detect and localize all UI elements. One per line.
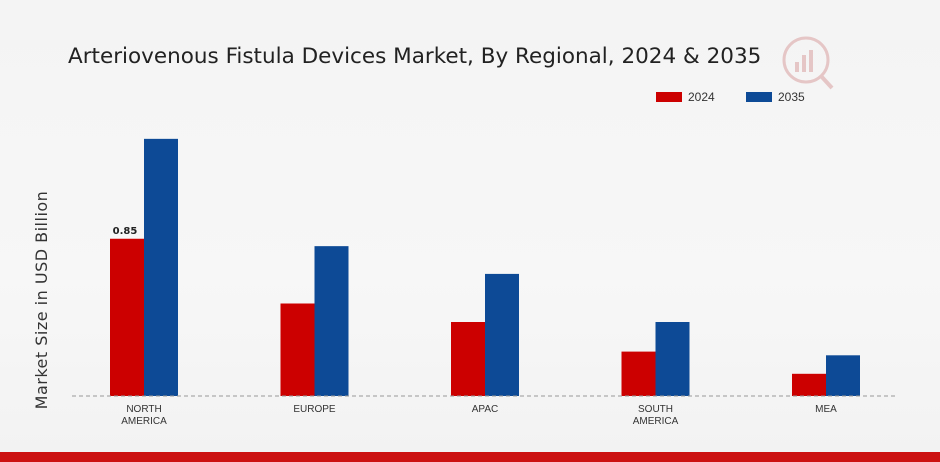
bar-2024-europe bbox=[280, 303, 315, 396]
bar-2024-mea bbox=[792, 373, 826, 396]
bar-2035-south-america bbox=[655, 322, 690, 396]
bar-2024-south-america bbox=[621, 351, 656, 396]
bar-2035-apac bbox=[485, 273, 519, 396]
legend-swatch-2035 bbox=[746, 92, 772, 102]
x-tick-label: APAC bbox=[472, 404, 499, 415]
chart-legend: 2024 2035 bbox=[656, 90, 805, 104]
x-tick-label: NORTH AMERICA bbox=[121, 404, 167, 427]
footer-bar bbox=[0, 452, 940, 462]
bar-2035-north-america bbox=[144, 138, 178, 396]
data-labels: 0.85 bbox=[113, 226, 138, 237]
x-tick-label: MEA bbox=[815, 404, 837, 415]
bar-group bbox=[110, 138, 860, 396]
bar-2035-mea bbox=[826, 355, 860, 396]
chart-title: Arteriovenous Fistula Devices Market, By… bbox=[68, 44, 761, 69]
data-label: 0.85 bbox=[113, 226, 138, 237]
bar-2035-europe bbox=[314, 246, 349, 396]
legend-label-2024: 2024 bbox=[688, 90, 715, 104]
market-research-logo-icon bbox=[782, 36, 834, 90]
bar-2024-north-america bbox=[110, 238, 144, 396]
bar-2024-apac bbox=[451, 322, 485, 396]
x-tick-label: SOUTH AMERICA bbox=[633, 404, 679, 427]
y-axis-label: Market Size in USD Billion bbox=[32, 191, 51, 410]
legend-label-2035: 2035 bbox=[778, 90, 805, 104]
legend-swatch-2024 bbox=[656, 92, 682, 102]
bar-chart: Arteriovenous Fistula Devices Market, By… bbox=[32, 36, 897, 427]
x-axis-ticks: NORTH AMERICA EUROPE APAC SOUTH AMERICA MEA bbox=[121, 404, 837, 427]
x-tick-label: EUROPE bbox=[293, 404, 336, 415]
